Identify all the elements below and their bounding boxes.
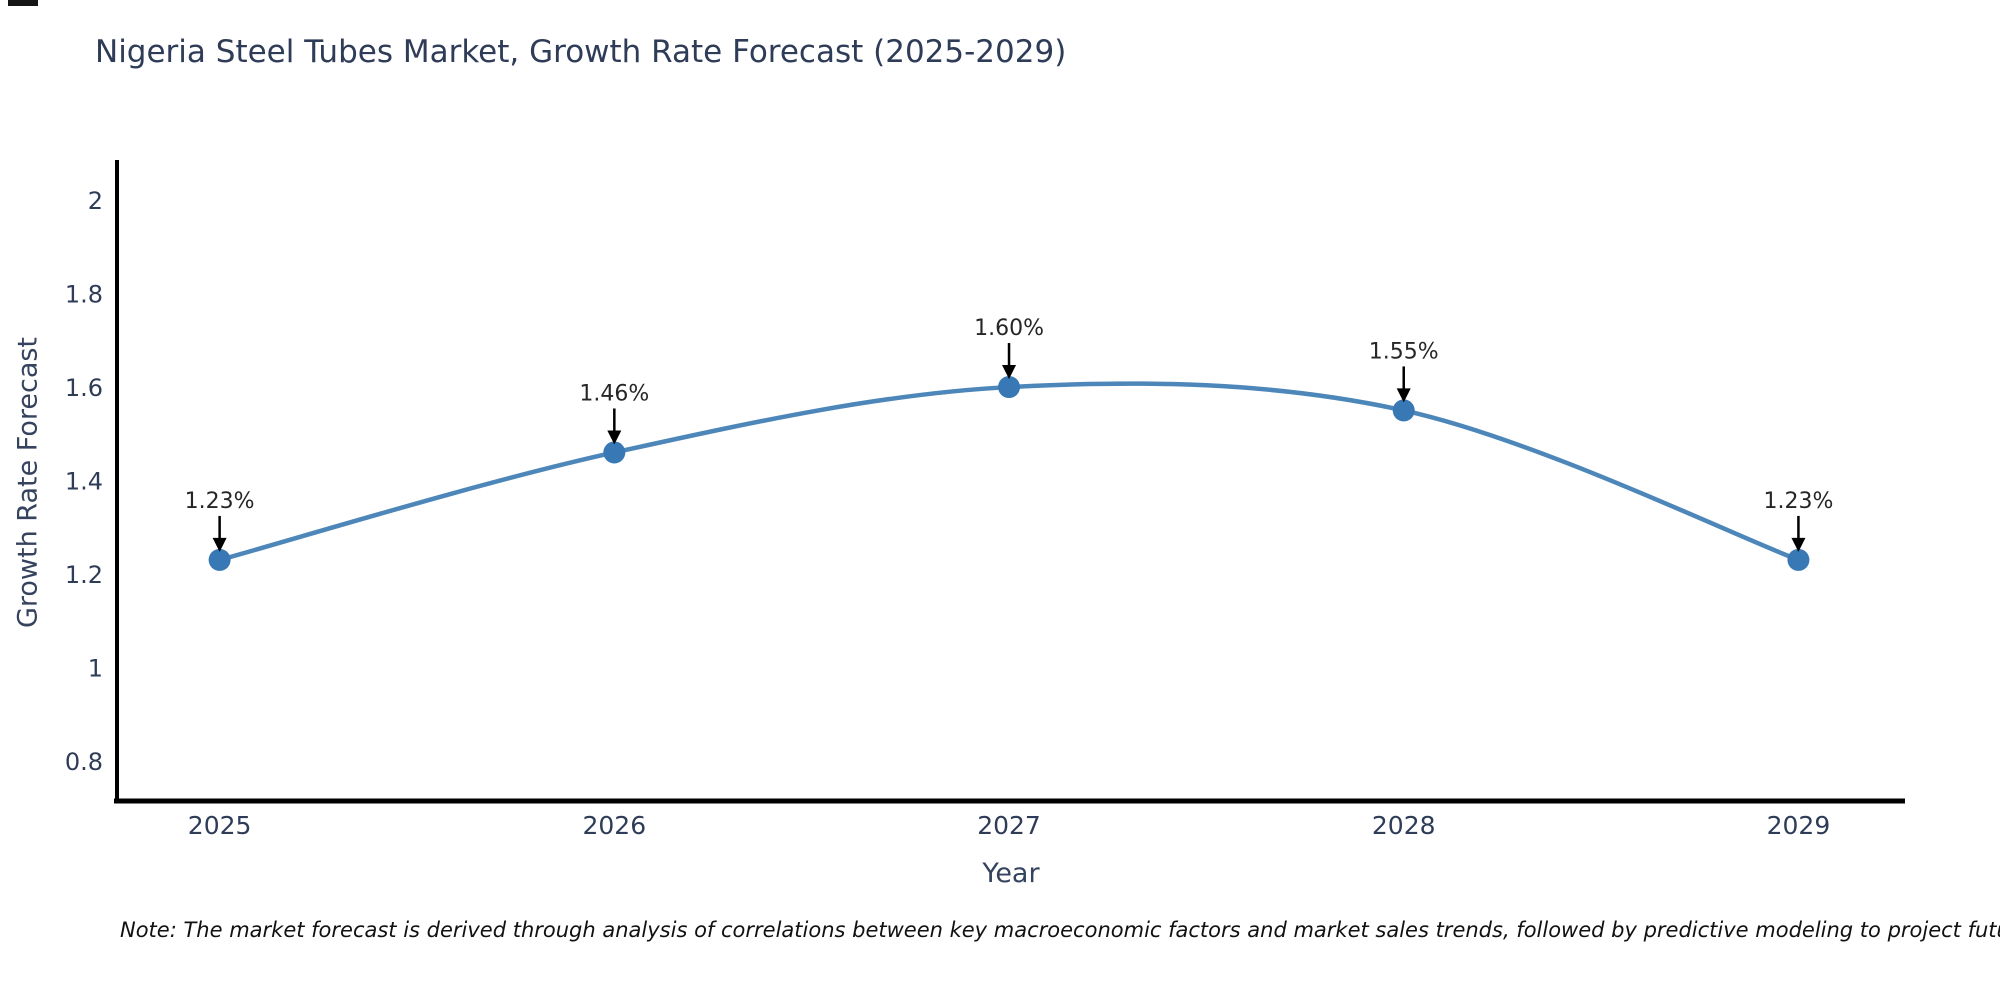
point-value-label: 1.46%: [579, 381, 649, 406]
x-tick-label: 2029: [1767, 811, 1831, 840]
y-tick-label: 1.2: [65, 561, 103, 589]
annotation-arrow-head: [1002, 365, 1017, 380]
y-tick-label: 1.6: [65, 374, 103, 402]
annotation-arrow-head: [1791, 537, 1806, 552]
x-axis-title: Year: [982, 858, 1040, 889]
annotation-arrow-head: [212, 537, 227, 552]
y-tick-label: 0.8: [65, 748, 103, 776]
x-tick-label: 2027: [977, 811, 1041, 840]
data-point-marker: [1787, 548, 1810, 571]
chart-title: Nigeria Steel Tubes Market, Growth Rate …: [95, 34, 1067, 70]
x-tick-label: 2026: [583, 811, 647, 840]
y-tick-label: 1.8: [65, 281, 103, 309]
annotation-arrow-head: [607, 430, 622, 445]
chart-footnote: Note: The market forecast is derived thr…: [120, 918, 2000, 942]
point-value-label: 1.23%: [185, 489, 255, 514]
y-tick-label: 1: [88, 654, 103, 682]
y-tick-label: 1.4: [65, 468, 103, 496]
point-value-label: 1.55%: [1369, 339, 1439, 364]
point-value-label: 1.23%: [1763, 489, 1833, 514]
screenshot-edge-artifact: [8, 0, 38, 6]
y-tick-label: 2: [88, 187, 103, 215]
x-tick-label: 2028: [1372, 811, 1436, 840]
point-value-label: 1.60%: [974, 316, 1044, 341]
forecast-line-series: [217, 381, 1801, 563]
annotation-arrow-head: [1396, 388, 1411, 403]
data-point-marker: [998, 376, 1021, 399]
x-tick-label: 2025: [188, 811, 252, 840]
data-point-marker: [1392, 399, 1415, 422]
data-point-marker: [603, 441, 626, 464]
data-point-marker: [208, 548, 231, 571]
